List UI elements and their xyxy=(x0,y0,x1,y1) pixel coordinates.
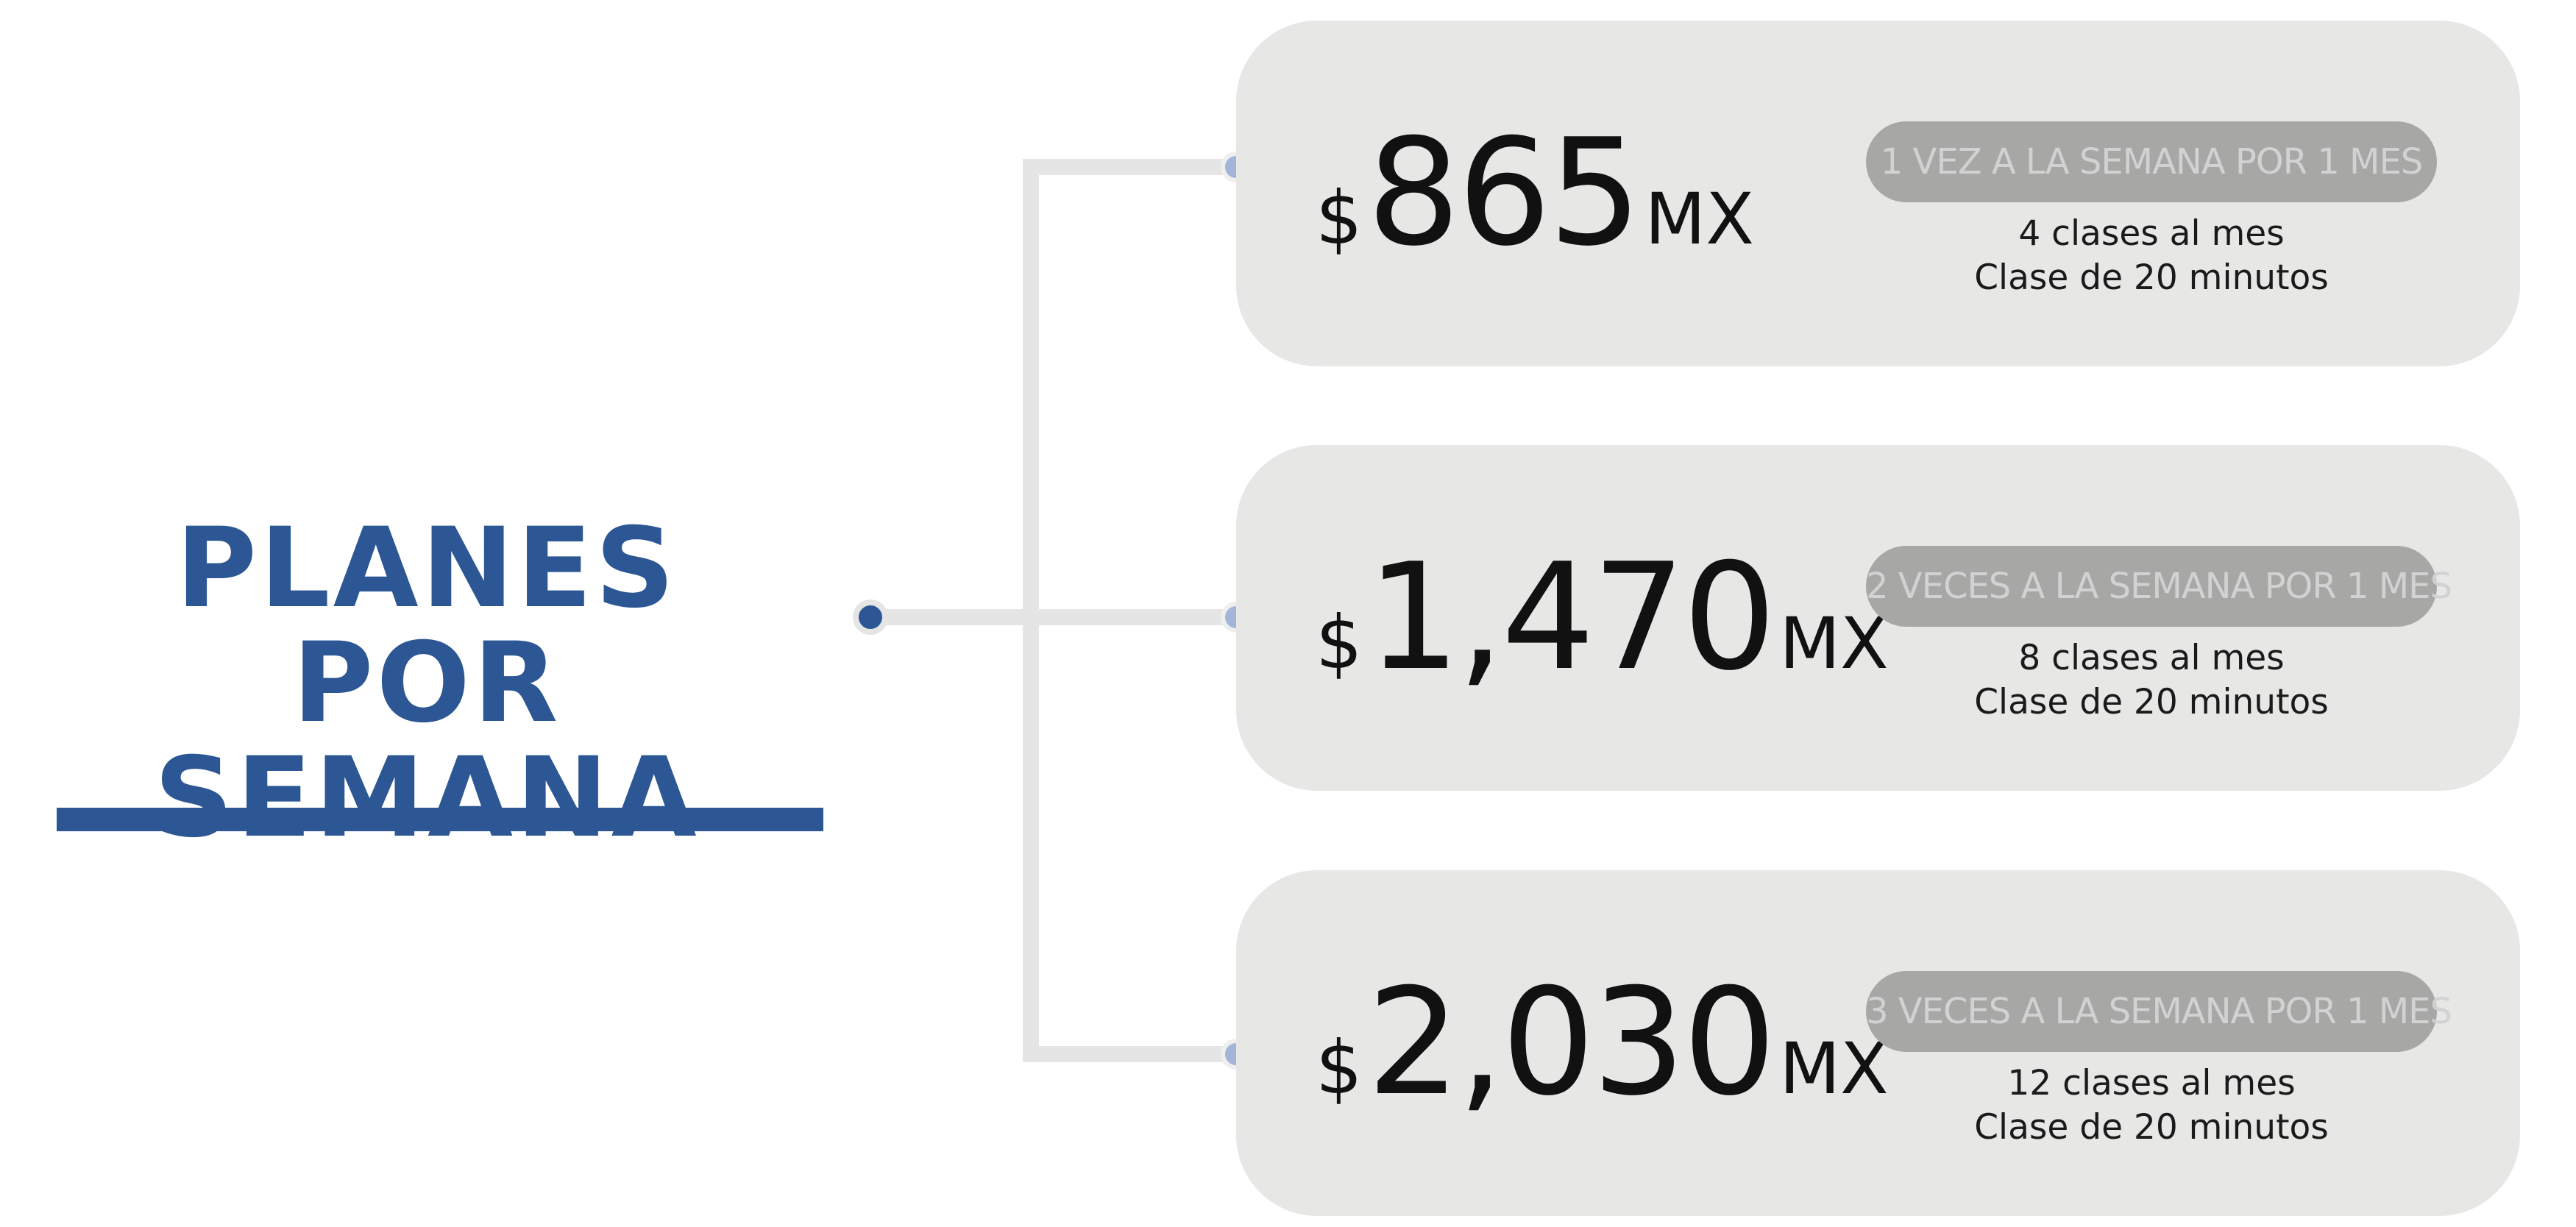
page-title: PLANES POR SEMANA xyxy=(29,511,824,856)
classes-per-month: 4 clases al mes xyxy=(2018,213,2285,254)
price-amount: 2,030 xyxy=(1366,957,1777,1128)
title-underline xyxy=(57,808,823,831)
class-duration: Clase de 20 minutos xyxy=(1974,1107,2329,1148)
plan-card-2: $ 1,470 MX 2 VECES A LA SEMANA POR 1 MES… xyxy=(1236,445,2520,791)
plan-description: 8 clases al mes Clase de 20 minutos xyxy=(1866,636,2437,725)
connector-origin-dot xyxy=(853,600,888,635)
plan-price: $ 865 MX xyxy=(1316,21,1754,366)
plan-description: 4 clases al mes Clase de 20 minutos xyxy=(1866,212,2437,300)
plan-price: $ 2,030 MX xyxy=(1316,870,1889,1216)
frequency-badge: 1 VEZ A LA SEMANA POR 1 MES xyxy=(1866,121,2437,202)
plan-price: $ 1,470 MX xyxy=(1316,445,1889,791)
title-line-2: SEMANA xyxy=(154,734,700,862)
class-duration: Clase de 20 minutos xyxy=(1974,682,2329,722)
currency-unit: MX xyxy=(1779,602,1889,685)
price-amount: 1,470 xyxy=(1366,532,1777,703)
price-amount: 865 xyxy=(1366,107,1642,279)
currency-symbol: $ xyxy=(1316,1025,1363,1111)
currency-unit: MX xyxy=(1644,178,1754,260)
connector-top xyxy=(1023,159,1236,175)
currency-unit: MX xyxy=(1779,1028,1889,1110)
connector-middle xyxy=(872,609,1236,625)
plan-description: 12 clases al mes Clase de 20 minutos xyxy=(1866,1061,2437,1150)
plan-card-3: $ 2,030 MX 3 VECES A LA SEMANA POR 1 MES… xyxy=(1236,870,2520,1216)
title-line-1: PLANES POR xyxy=(176,505,678,747)
currency-symbol: $ xyxy=(1316,600,1363,686)
frequency-badge: 2 VECES A LA SEMANA POR 1 MES xyxy=(1866,546,2452,627)
classes-per-month: 12 clases al mes xyxy=(2007,1063,2296,1103)
class-duration: Clase de 20 minutos xyxy=(1974,257,2329,298)
connector-bottom xyxy=(1023,1046,1236,1062)
frequency-badge: 3 VECES A LA SEMANA POR 1 MES xyxy=(1866,971,2452,1052)
plan-card-1: $ 865 MX 1 VEZ A LA SEMANA POR 1 MES 4 c… xyxy=(1236,21,2520,366)
currency-symbol: $ xyxy=(1316,175,1363,261)
classes-per-month: 8 clases al mes xyxy=(2018,638,2285,678)
